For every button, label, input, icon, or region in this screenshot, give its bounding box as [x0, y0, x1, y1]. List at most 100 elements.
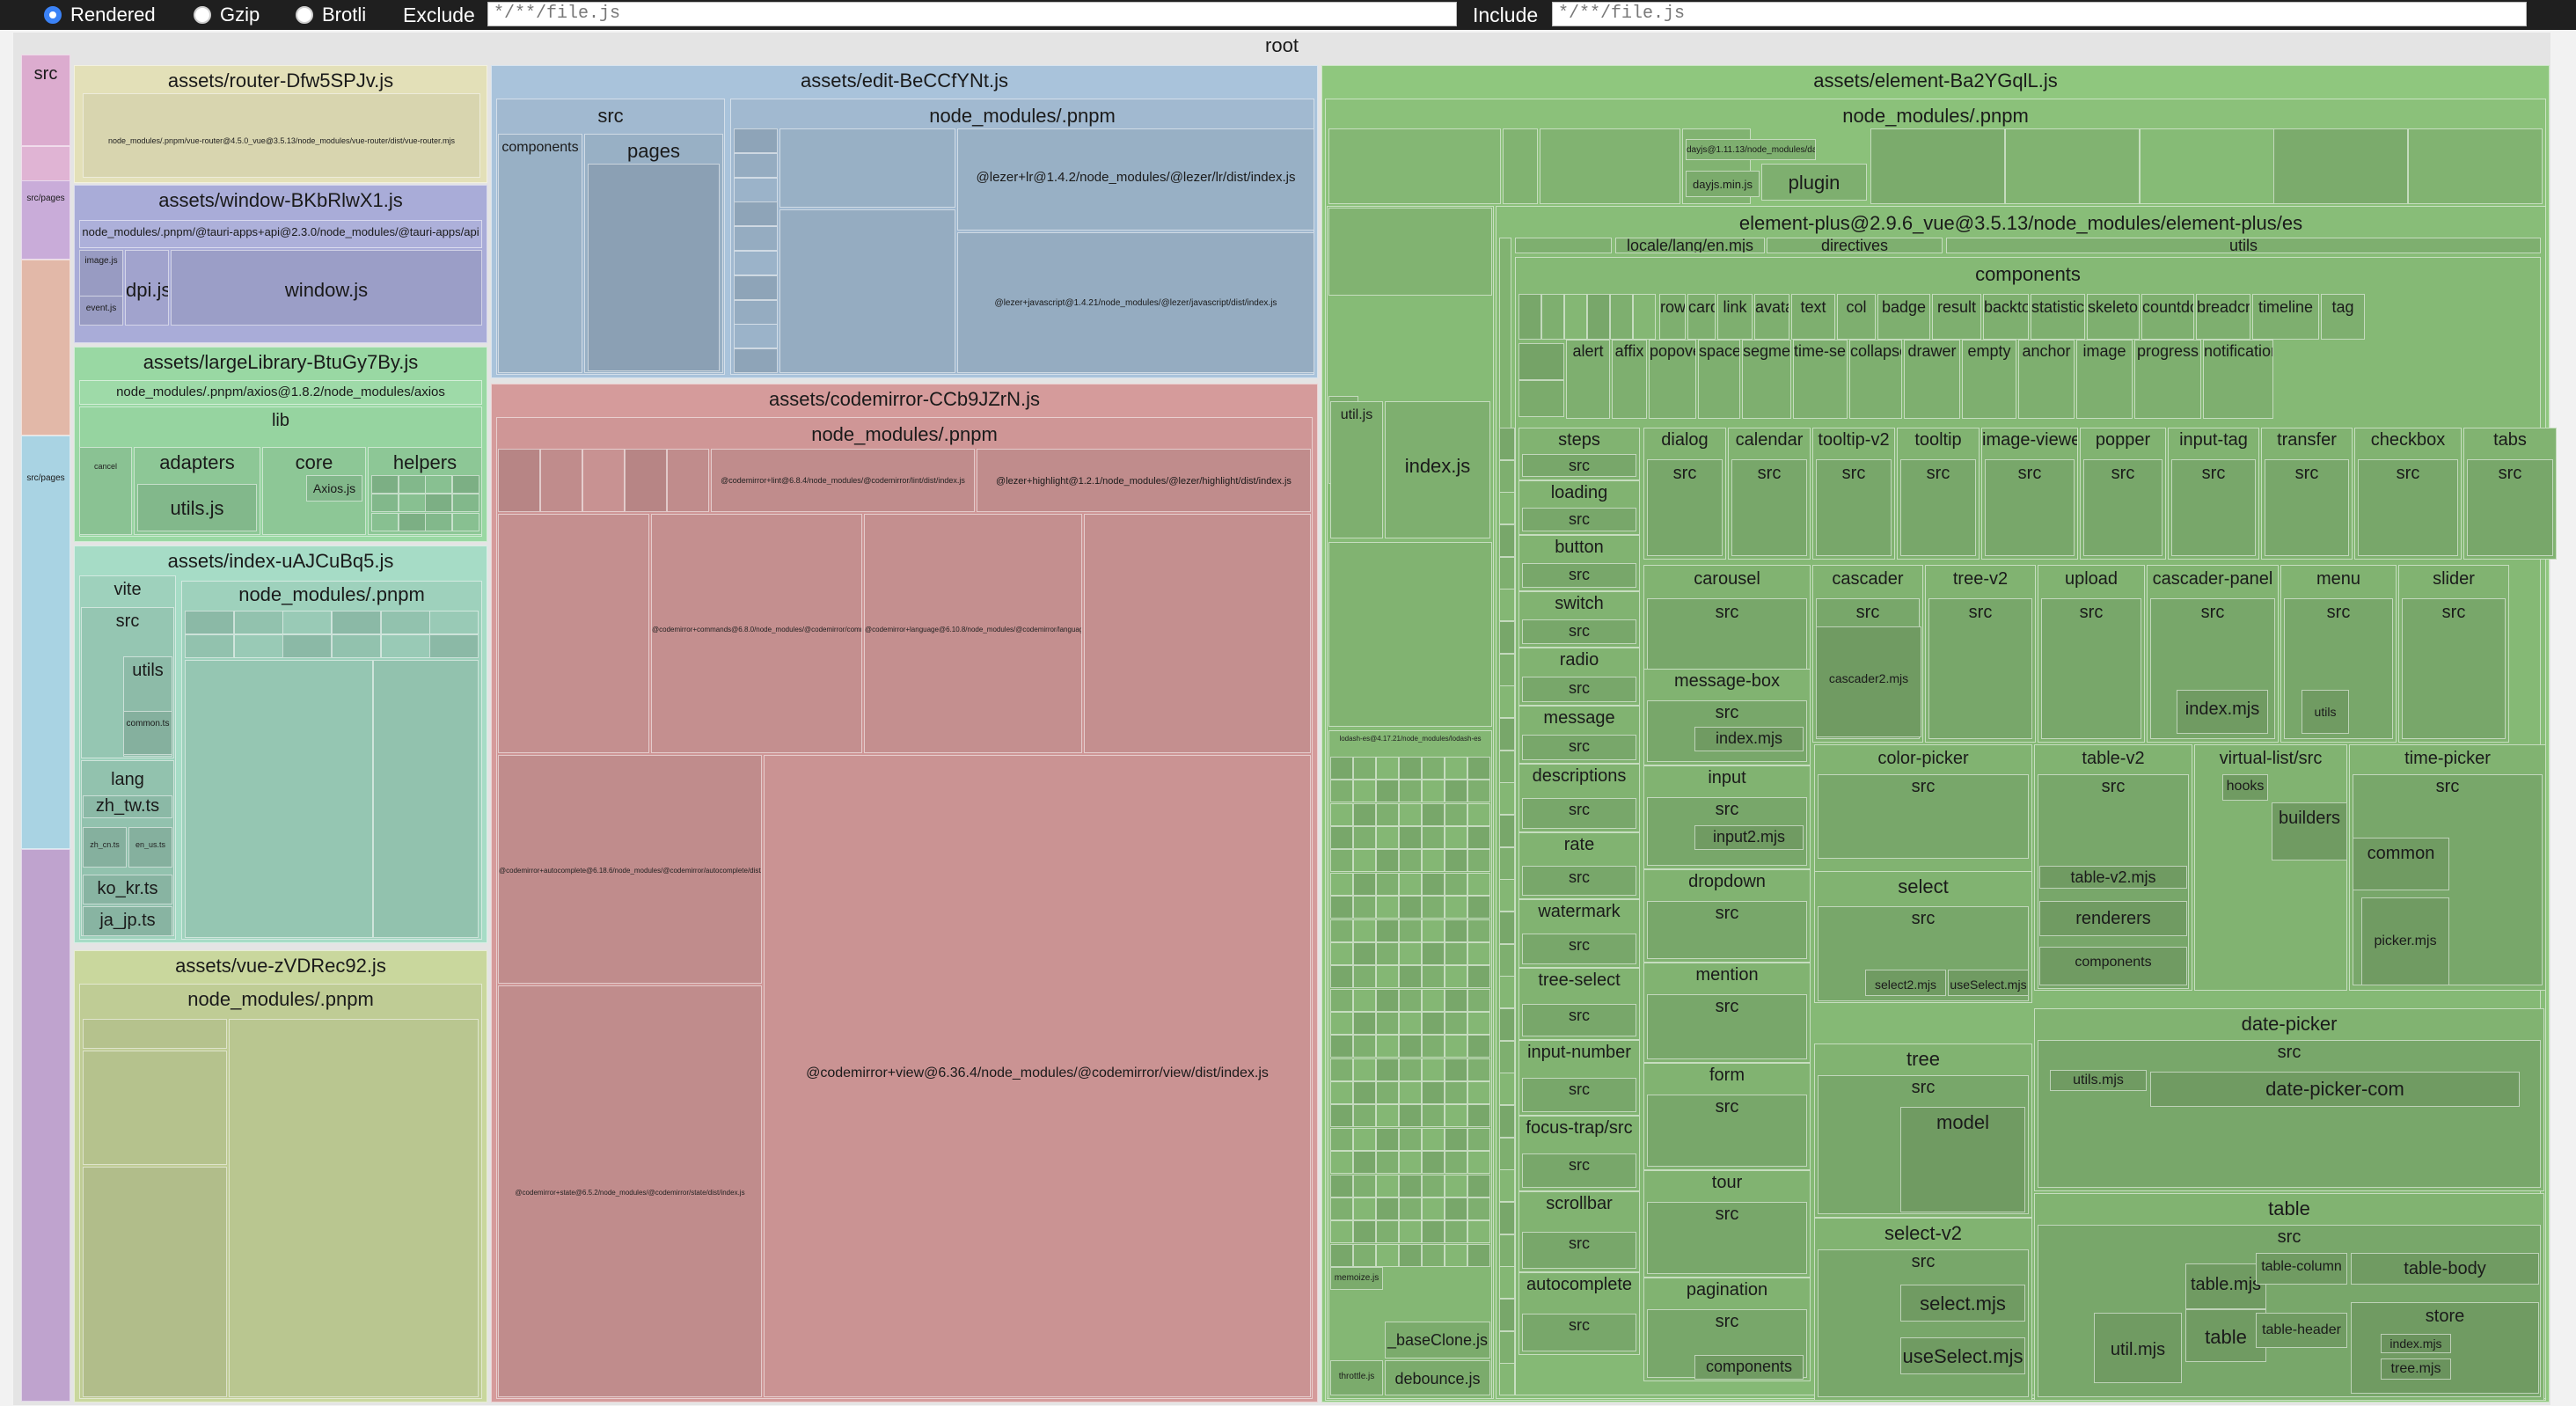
radio-brotli[interactable] [296, 6, 313, 24]
element-lodash-file-15-2[interactable] [1376, 1104, 1399, 1127]
element-lodash-file-7-5[interactable] [1445, 919, 1467, 942]
element-lodash-file-17-1[interactable] [1353, 1151, 1376, 1174]
edit-pnpm-left-3-0[interactable] [734, 201, 778, 226]
element-col-thin-16-0[interactable] [1499, 944, 1515, 977]
include-input[interactable]: */**/file.js [1552, 2, 2527, 26]
window-windowjs[interactable]: window.js [171, 250, 482, 326]
element-col-thin-26-0[interactable] [1499, 1266, 1515, 1299]
element-lodash-file-6-1[interactable] [1353, 896, 1376, 919]
index-common[interactable]: common.ts [123, 711, 172, 755]
index-pnpm-top-0-5[interactable] [429, 611, 479, 634]
element-lodash-file-18-4[interactable] [1422, 1175, 1445, 1197]
element-lodash-file-0-2[interactable] [1376, 757, 1399, 780]
element-comp2-time-select[interactable]: time-select [1793, 340, 1848, 419]
element-lodash-file-19-6[interactable] [1467, 1197, 1490, 1220]
element-comp2-collapse[interactable]: collapse [1849, 340, 1902, 419]
element-datepicker-src[interactable]: src [2038, 1040, 2541, 1188]
element-col-src-loading[interactable]: src [1522, 508, 1636, 531]
largelibrary-axiosjs[interactable]: Axios.js [306, 475, 362, 502]
element-comp2-drawer[interactable]: drawer [1904, 340, 1960, 419]
element-col-thin-20-0[interactable] [1499, 1073, 1515, 1105]
element-indexmjs[interactable]: index.mjs [2177, 690, 2268, 734]
element-lodash-file-12-5[interactable] [1445, 1035, 1467, 1058]
index-pnpm-top-1-4[interactable] [381, 634, 430, 658]
element-comp-text[interactable]: text [1791, 294, 1835, 340]
element-cascader2[interactable]: cascader2.mjs [1816, 626, 1921, 737]
element-col-thin-18-0[interactable] [1499, 1008, 1515, 1041]
index-zhtw[interactable]: zh_tw.ts [83, 795, 172, 818]
element-upload-utils[interactable]: utils [2302, 690, 2349, 734]
element-col-src-tree-select[interactable]: src [1522, 1004, 1636, 1036]
element-mid-src-calendar[interactable]: src [1731, 459, 1807, 556]
element-lodash-file-10-2[interactable] [1376, 989, 1399, 1012]
element-utils[interactable]: utils [1946, 238, 2541, 253]
window-event[interactable]: event.js [79, 296, 123, 326]
element-lodash-file-7-4[interactable] [1422, 919, 1445, 942]
edit-pnpm-left-0-0[interactable] [734, 128, 778, 153]
element-comp2-space[interactable]: space [1698, 340, 1740, 419]
element-col-src-rate[interactable]: src [1522, 866, 1636, 896]
element-lodash-file-14-5[interactable] [1445, 1081, 1467, 1104]
element-lodash-file-12-2[interactable] [1376, 1035, 1399, 1058]
element-comp-avatar[interactable]: avatar [1754, 294, 1789, 340]
element-lodash-file-2-2[interactable] [1376, 803, 1399, 826]
element-lodash-file-15-1[interactable] [1353, 1104, 1376, 1127]
element-lodash-file-8-6[interactable] [1467, 942, 1490, 965]
element-col-thin-4-0[interactable] [1499, 557, 1515, 589]
largelibrary-helpers-file-0-2[interactable] [425, 475, 452, 494]
element-lodash-file-20-5[interactable] [1445, 1220, 1467, 1243]
element-lodash-file-17-5[interactable] [1445, 1151, 1467, 1174]
element-lodash-file-7-0[interactable] [1330, 919, 1353, 942]
element-lodash-file-13-4[interactable] [1422, 1058, 1445, 1081]
edit-pnpm-left-8-0[interactable] [734, 324, 778, 348]
element-lodash-file-6-5[interactable] [1445, 896, 1467, 919]
element-col-thin-27-0[interactable] [1499, 1299, 1515, 1331]
element-pnpm-top-0-3[interactable] [2273, 128, 2408, 204]
index-enus[interactable]: en_us.ts [128, 827, 172, 868]
element-memoize[interactable]: memoize.js [1330, 1267, 1383, 1290]
element-comp-backtop[interactable]: backtop [1983, 294, 2029, 340]
element-debounce[interactable]: debounce.js [1385, 1360, 1490, 1395]
window-path[interactable]: node_modules/.pnpm/@tauri-apps+api@2.3.0… [79, 220, 482, 248]
element-lodash-file-2-6[interactable] [1467, 803, 1490, 826]
element-lodash-file-11-3[interactable] [1399, 1012, 1422, 1035]
element-lodash-file-16-2[interactable] [1376, 1128, 1399, 1151]
element-lodash-file-21-3[interactable] [1399, 1244, 1422, 1267]
element-row2-small-1-0[interactable] [1519, 380, 1564, 417]
element-mid-src-tabs[interactable]: src [2467, 459, 2553, 556]
element-tp-picker[interactable]: picker.mjs [2361, 897, 2449, 985]
edit-pnpm-left-2-0[interactable] [734, 178, 778, 202]
element-lodash-file-1-0[interactable] [1330, 780, 1353, 802]
index-kokr[interactable]: ko_kr.ts [83, 875, 172, 904]
largelibrary-helpers-file-2-0[interactable] [371, 513, 399, 531]
element-lodash-file-10-6[interactable] [1467, 989, 1490, 1012]
element-lodash-file-14-1[interactable] [1353, 1081, 1376, 1104]
largelibrary-helpers-file-2-1[interactable] [399, 513, 426, 531]
edit-pnpm-left-4-0[interactable] [734, 226, 778, 251]
element-lodash-file-9-1[interactable] [1353, 965, 1376, 988]
element-locale[interactable]: locale/lang/en.mjs [1615, 238, 1765, 253]
element-lodash-file-15-5[interactable] [1445, 1104, 1467, 1127]
element-dp-com[interactable]: date-picker-com [2150, 1072, 2520, 1107]
element-lodash-file-9-0[interactable] [1330, 965, 1353, 988]
element-lodash-file-18-1[interactable] [1353, 1175, 1376, 1197]
element-col-thin-7-0[interactable] [1499, 654, 1515, 686]
index-pnpm-a[interactable] [185, 660, 373, 938]
radio-rendered[interactable] [44, 6, 62, 24]
element-top-small-0-2[interactable] [1564, 294, 1587, 340]
largelibrary-helpers-file-1-3[interactable] [452, 494, 479, 512]
element-col-thin-2-0[interactable] [1499, 492, 1515, 524]
element-comp-timeline[interactable]: timeline [2252, 294, 2319, 340]
element-row3-virtual-list/src[interactable]: virtual-list/src [2194, 744, 2347, 991]
element-lodash-file-15-4[interactable] [1422, 1104, 1445, 1127]
element-col-thin-9-0[interactable] [1499, 718, 1515, 751]
element-lodash-file-2-5[interactable] [1445, 803, 1467, 826]
element-lodash-file-8-4[interactable] [1422, 942, 1445, 965]
element-lodash-file-13-3[interactable] [1399, 1058, 1422, 1081]
element-dayjs-path[interactable]: dayjs@1.11.13/node_modules/dayjs [1686, 139, 1816, 160]
element-mid-src-dialog[interactable]: src [1647, 459, 1723, 556]
element-col-thin-28-0[interactable] [1499, 1331, 1515, 1364]
element-comp-result[interactable]: result [1932, 294, 1981, 340]
element-lodash-file-6-3[interactable] [1399, 896, 1422, 919]
element-pnpm-b[interactable] [1503, 128, 1538, 204]
